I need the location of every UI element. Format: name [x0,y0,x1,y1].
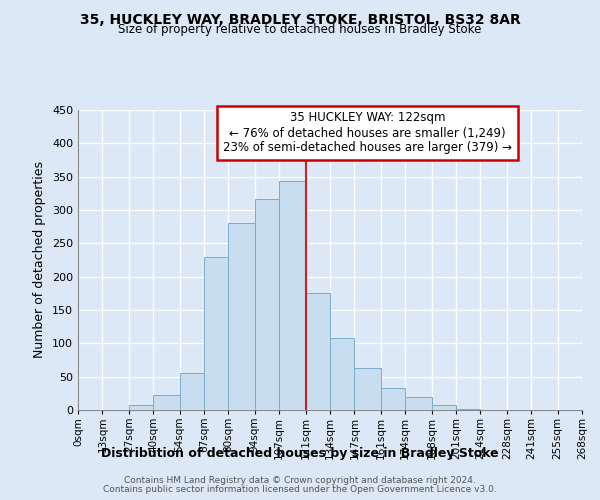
Text: 35, HUCKLEY WAY, BRADLEY STOKE, BRISTOL, BS32 8AR: 35, HUCKLEY WAY, BRADLEY STOKE, BRISTOL,… [80,12,520,26]
Bar [355,368,381,410]
Text: Contains HM Land Registry data © Crown copyright and database right 2024.: Contains HM Land Registry data © Crown c… [124,476,476,485]
Y-axis label: Number of detached properties: Number of detached properties [34,162,46,358]
Bar [129,406,153,410]
Bar [153,396,179,410]
Text: Size of property relative to detached houses in Bradley Stoke: Size of property relative to detached ho… [118,22,482,36]
Text: Contains public sector information licensed under the Open Government Licence v3: Contains public sector information licen… [103,485,497,494]
Bar [431,404,456,410]
Text: 35 HUCKLEY WAY: 122sqm
← 76% of detached houses are smaller (1,249)
23% of semi-: 35 HUCKLEY WAY: 122sqm ← 76% of detached… [223,112,512,154]
Bar [255,200,279,410]
Bar [204,256,229,410]
Bar [381,388,405,410]
Text: Distribution of detached houses by size in Bradley Stoke: Distribution of detached houses by size … [101,448,499,460]
Bar [179,374,204,410]
Bar [229,224,255,410]
Bar [330,338,355,410]
Bar [305,292,330,410]
Bar [279,182,305,410]
Bar [405,398,431,410]
